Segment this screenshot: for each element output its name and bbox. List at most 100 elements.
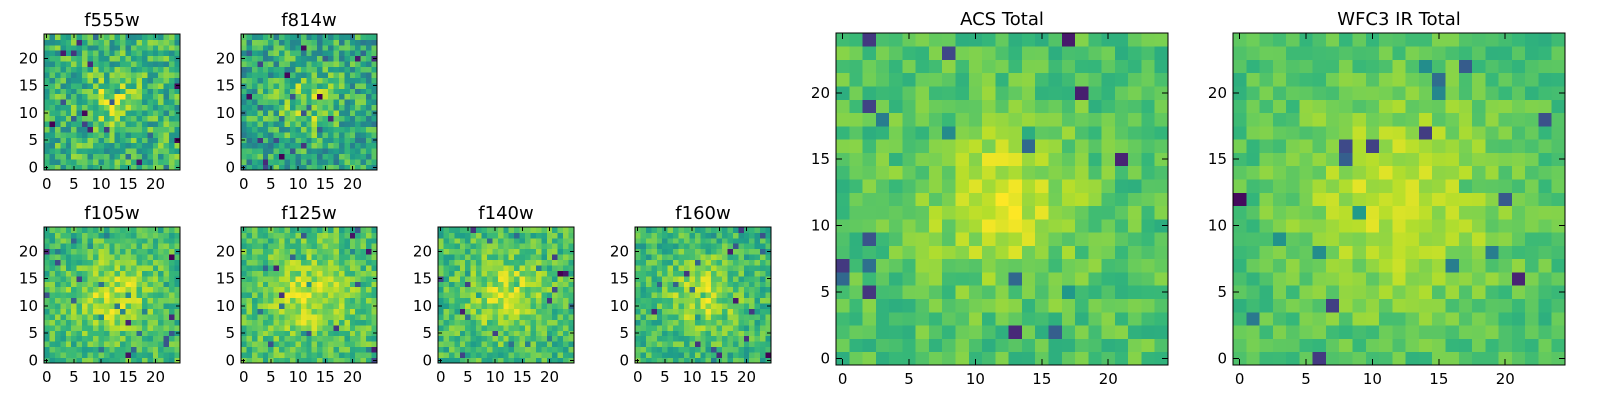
heatmap-cell bbox=[492, 319, 499, 326]
heatmap-cell bbox=[295, 93, 302, 100]
heatmap-cell bbox=[1405, 165, 1420, 180]
heatmap-cell bbox=[174, 93, 181, 100]
heatmap-cell bbox=[530, 292, 537, 299]
heatmap-cell bbox=[1352, 245, 1367, 260]
heatmap-cell bbox=[563, 259, 569, 266]
heatmap-cell bbox=[875, 285, 890, 299]
heatmap-cell bbox=[328, 39, 334, 46]
heatmap-cell bbox=[700, 341, 707, 348]
heatmap-cell bbox=[1035, 285, 1049, 299]
heatmap-cell bbox=[120, 352, 126, 358]
heatmap-cell bbox=[459, 319, 466, 326]
heatmap-cell bbox=[289, 61, 296, 68]
heatmap-cell bbox=[481, 292, 488, 299]
heatmap-cell bbox=[273, 352, 280, 358]
heatmap-cell bbox=[1485, 192, 1499, 207]
heatmap-cell bbox=[76, 281, 83, 288]
heatmap-cell bbox=[333, 341, 340, 348]
heatmap-cell bbox=[749, 270, 756, 277]
heatmap-cell bbox=[928, 46, 943, 60]
heatmap-cell bbox=[928, 351, 943, 366]
heatmap-cell bbox=[557, 232, 564, 239]
heatmap-cell bbox=[65, 93, 72, 100]
heatmap-cell bbox=[1525, 285, 1539, 299]
heatmap-cell bbox=[1272, 351, 1287, 366]
heatmap-cell bbox=[541, 319, 548, 326]
heatmap-cell bbox=[317, 34, 323, 40]
heatmap-cell bbox=[563, 275, 569, 282]
heatmap-cell bbox=[262, 275, 269, 282]
heatmap-cell bbox=[982, 33, 996, 47]
heatmap-cell bbox=[49, 93, 56, 100]
heatmap-cell bbox=[355, 148, 362, 155]
heatmap-cell bbox=[743, 237, 750, 244]
heatmap-cell bbox=[476, 308, 482, 315]
heatmap-cell bbox=[1418, 338, 1433, 353]
heatmap-cell bbox=[284, 61, 291, 68]
heatmap-cell bbox=[476, 352, 482, 358]
heatmap-cell bbox=[317, 330, 323, 337]
heatmap-cell bbox=[262, 324, 269, 331]
heatmap-cell bbox=[54, 232, 61, 239]
heatmap-cell bbox=[163, 248, 170, 255]
heatmap-cell bbox=[902, 125, 917, 140]
heatmap-cell bbox=[300, 286, 307, 293]
heatmap-cell bbox=[889, 99, 903, 114]
heatmap-cell bbox=[311, 281, 318, 288]
heatmap-cell bbox=[60, 77, 67, 84]
heatmap-cell bbox=[338, 115, 345, 122]
heatmap-cell bbox=[438, 270, 444, 277]
axes-frame bbox=[43, 33, 181, 171]
heatmap-cell bbox=[530, 319, 537, 326]
heatmap-cell bbox=[141, 164, 148, 171]
heatmap-cell bbox=[174, 66, 181, 73]
heatmap-cell bbox=[1233, 205, 1247, 220]
heatmap-cell bbox=[44, 254, 50, 261]
heatmap-cell bbox=[732, 346, 739, 353]
heatmap-cell bbox=[732, 254, 739, 261]
heatmap-cell bbox=[836, 192, 850, 207]
heatmap-cell bbox=[552, 265, 559, 271]
heatmap-cell bbox=[131, 110, 137, 116]
heatmap-cell bbox=[114, 237, 121, 244]
heatmap-cell bbox=[257, 159, 264, 165]
heatmap-cell bbox=[131, 137, 137, 144]
heatmap-cell bbox=[700, 346, 707, 353]
heatmap-cell bbox=[689, 314, 696, 320]
heatmap-cell bbox=[497, 314, 504, 320]
heatmap-cell bbox=[120, 72, 126, 78]
heatmap-cell bbox=[273, 61, 280, 68]
heatmap-cell bbox=[65, 110, 72, 116]
heatmap-cell bbox=[295, 131, 302, 138]
heatmap-cell bbox=[311, 341, 318, 348]
heatmap-cell bbox=[82, 275, 88, 282]
heatmap-cell bbox=[749, 335, 756, 342]
heatmap-cell bbox=[942, 338, 956, 353]
heatmap-cell bbox=[1048, 179, 1063, 193]
heatmap-cell bbox=[454, 308, 461, 315]
heatmap-cell bbox=[279, 110, 285, 116]
heatmap-cell bbox=[147, 93, 154, 100]
heatmap-cell bbox=[82, 270, 88, 277]
heatmap-cell bbox=[328, 72, 334, 78]
heatmap-cell bbox=[1286, 232, 1300, 246]
heatmap-cell bbox=[87, 153, 94, 160]
heatmap-cell bbox=[251, 319, 258, 326]
heatmap-cell bbox=[448, 248, 455, 255]
heatmap-cell bbox=[525, 232, 531, 239]
heatmap-cell bbox=[1233, 285, 1247, 299]
y-tick-label: 15 bbox=[610, 270, 629, 288]
heatmap-cell bbox=[1075, 311, 1089, 326]
y-tick-label: 5 bbox=[422, 324, 432, 342]
heatmap-cell bbox=[54, 275, 61, 282]
heatmap-cell bbox=[1511, 285, 1526, 299]
heatmap-cell bbox=[114, 259, 121, 266]
heatmap-cell bbox=[765, 324, 772, 331]
heatmap-cell bbox=[306, 254, 313, 261]
heatmap-cell bbox=[438, 352, 444, 358]
heatmap-cell bbox=[60, 137, 67, 144]
heatmap-cell bbox=[147, 55, 154, 62]
heatmap-cell bbox=[448, 335, 455, 342]
heatmap-cell bbox=[246, 227, 253, 233]
heatmap-cell bbox=[673, 346, 679, 353]
